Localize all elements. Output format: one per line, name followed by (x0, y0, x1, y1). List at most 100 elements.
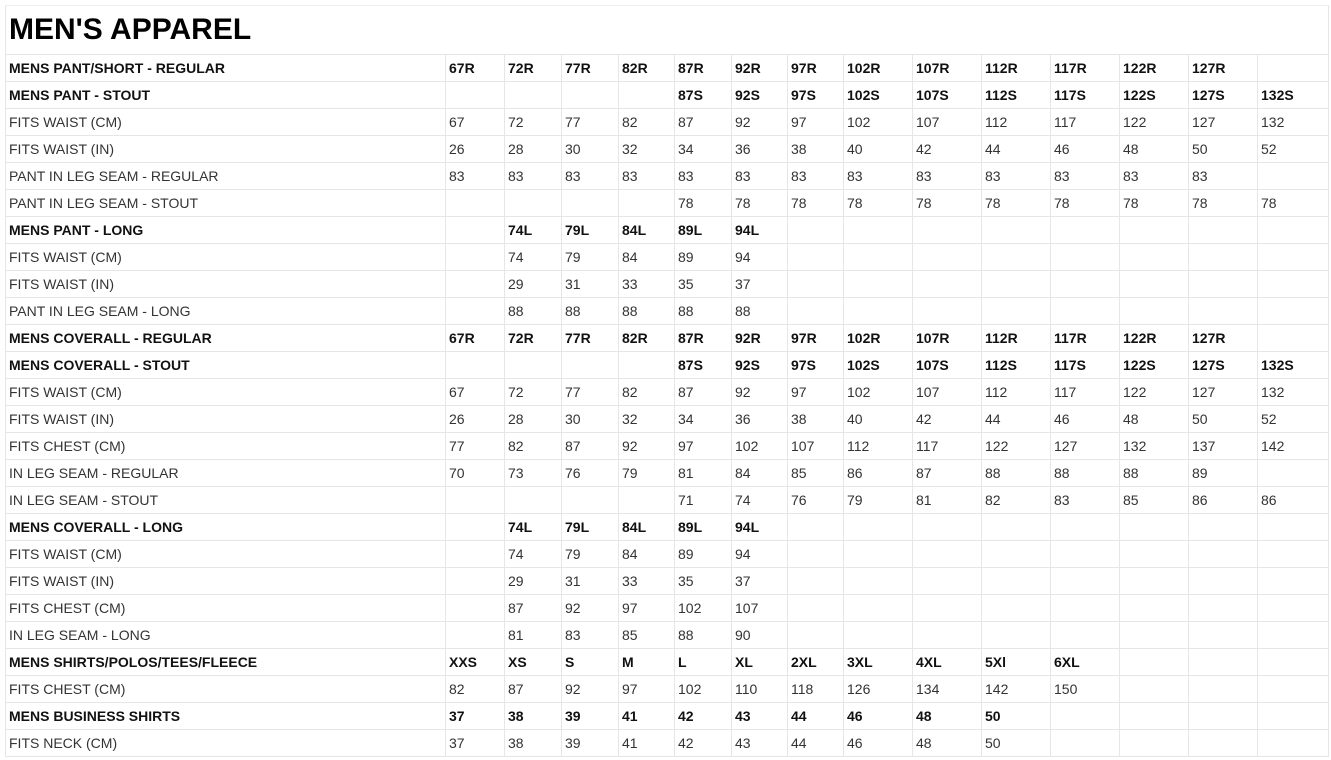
row-label: FITS WAIST (CM) (5, 378, 446, 406)
size-cell (912, 594, 982, 622)
size-cell: 77R (561, 324, 619, 352)
size-cell (981, 243, 1051, 271)
size-cell: XXS (445, 648, 505, 676)
row-label: IN LEG SEAM - REGULAR (5, 459, 446, 487)
size-cell: 92 (731, 108, 788, 136)
size-cell: 32 (618, 405, 675, 433)
size-cell (912, 513, 982, 541)
size-cell (1256, 243, 1330, 271)
size-header-row: MENS PANT - STOUT 87S 92S 97S 102S 107S 112S 11… (5, 81, 1330, 109)
size-cell (1050, 594, 1120, 622)
size-cell: 83 (504, 162, 562, 190)
size-cell: 38 (504, 729, 562, 757)
size-cell: 32 (618, 135, 675, 163)
size-cell: 127 (1188, 378, 1258, 406)
size-cell: 88 (674, 621, 732, 649)
measurement-row: FITS WAIST (CM) 74 79 84 89 94 (5, 243, 1330, 271)
size-cell (981, 621, 1051, 649)
size-cell: 67R (445, 324, 505, 352)
size-cell: 118 (787, 675, 844, 703)
size-cell: 79L (561, 513, 619, 541)
size-cell: 77 (445, 432, 505, 460)
size-cell: 78 (912, 189, 982, 217)
size-cell: 83 (731, 162, 788, 190)
size-cell (445, 297, 505, 325)
measurement-row: IN LEG SEAM - STOUT 71 74 76 79 81 82 83 85 86 86 (5, 486, 1330, 514)
size-cell: 84 (618, 243, 675, 271)
size-cell (618, 189, 675, 217)
size-cell: 72 (504, 108, 562, 136)
measurement-row: FITS NECK (CM) 37 38 39 41 42 43 44 46 48 50 (5, 729, 1330, 757)
size-cell: 88 (618, 297, 675, 325)
size-cell: 86 (843, 459, 913, 487)
row-label: MENS COVERALL - REGULAR (5, 324, 446, 352)
measurement-row: FITS WAIST (CM) 74 79 84 89 94 (5, 540, 1330, 568)
size-header-row: MENS BUSINESS SHIRTS 37 38 39 41 42 43 44 46 48 50 (5, 702, 1330, 730)
size-cell: 89L (674, 216, 732, 244)
size-cell: 39 (561, 702, 619, 730)
size-cell (787, 243, 844, 271)
size-cell (445, 216, 505, 244)
size-cell: 71 (674, 486, 732, 514)
size-cell (1256, 540, 1330, 568)
size-cell: 122S (1119, 81, 1189, 109)
size-cell (1050, 243, 1120, 271)
size-cell: 82 (618, 108, 675, 136)
size-cell (981, 594, 1051, 622)
row-label: PANT IN LEG SEAM - REGULAR (5, 162, 446, 190)
size-cell: 87 (912, 459, 982, 487)
size-cell: 74 (731, 486, 788, 514)
size-cell: 48 (912, 702, 982, 730)
size-cell: 92 (731, 378, 788, 406)
size-cell: 88 (1050, 459, 1120, 487)
size-cell (787, 270, 844, 298)
size-chart: MEN'S APPAREL MENS PANT/SHORT - REGULAR 6… (4, 5, 1330, 757)
size-cell: 87S (674, 351, 732, 379)
size-cell: 97 (618, 675, 675, 703)
measurement-row: PANT IN LEG SEAM - REGULAR 83 83 83 83 83 83 83… (5, 162, 1330, 190)
size-cell (787, 540, 844, 568)
measurement-row: PANT IN LEG SEAM - LONG 88 88 88 88 88 (5, 297, 1330, 325)
measurement-row: PANT IN LEG SEAM - STOUT 78 78 78 78 78 78 78 78… (5, 189, 1330, 217)
size-cell: 84 (731, 459, 788, 487)
size-cell: 87 (504, 675, 562, 703)
size-cell: 72R (504, 324, 562, 352)
row-label: PANT IN LEG SEAM - LONG (5, 297, 446, 325)
size-cell: 83 (674, 162, 732, 190)
size-cell: 29 (504, 270, 562, 298)
size-cell: 122 (1119, 108, 1189, 136)
size-cell (1256, 459, 1330, 487)
size-cell (561, 351, 619, 379)
size-cell: 117 (1050, 108, 1120, 136)
size-cell: 42 (912, 405, 982, 433)
size-cell: L (674, 648, 732, 676)
row-label: MENS PANT - LONG (5, 216, 446, 244)
size-cell: 107 (787, 432, 844, 460)
size-cell (1256, 594, 1330, 622)
size-cell: 107 (731, 594, 788, 622)
size-cell: 83 (618, 162, 675, 190)
size-cell: 78 (674, 189, 732, 217)
size-cell (843, 216, 913, 244)
page-title: MEN'S APPAREL (4, 5, 1330, 55)
size-cell: 126 (843, 675, 913, 703)
size-cell: 81 (674, 459, 732, 487)
size-cell (787, 567, 844, 595)
size-cell: 42 (674, 702, 732, 730)
size-cell: 122 (1119, 378, 1189, 406)
size-cell (1256, 270, 1330, 298)
size-cell: 102 (843, 108, 913, 136)
size-cell: 97 (787, 108, 844, 136)
measurement-row: IN LEG SEAM - REGULAR 70 73 76 79 81 84 85 86 87 8… (5, 459, 1330, 487)
size-cell (445, 81, 505, 109)
size-cell: 72R (504, 54, 562, 82)
size-cell: 117S (1050, 351, 1120, 379)
size-cell: 77 (561, 108, 619, 136)
size-cell (1256, 702, 1330, 730)
size-cell (445, 243, 505, 271)
size-cell: 86 (1188, 486, 1258, 514)
size-cell: 134 (912, 675, 982, 703)
size-cell: 137 (1188, 432, 1258, 460)
size-cell: 112S (981, 351, 1051, 379)
size-cell: 84L (618, 216, 675, 244)
